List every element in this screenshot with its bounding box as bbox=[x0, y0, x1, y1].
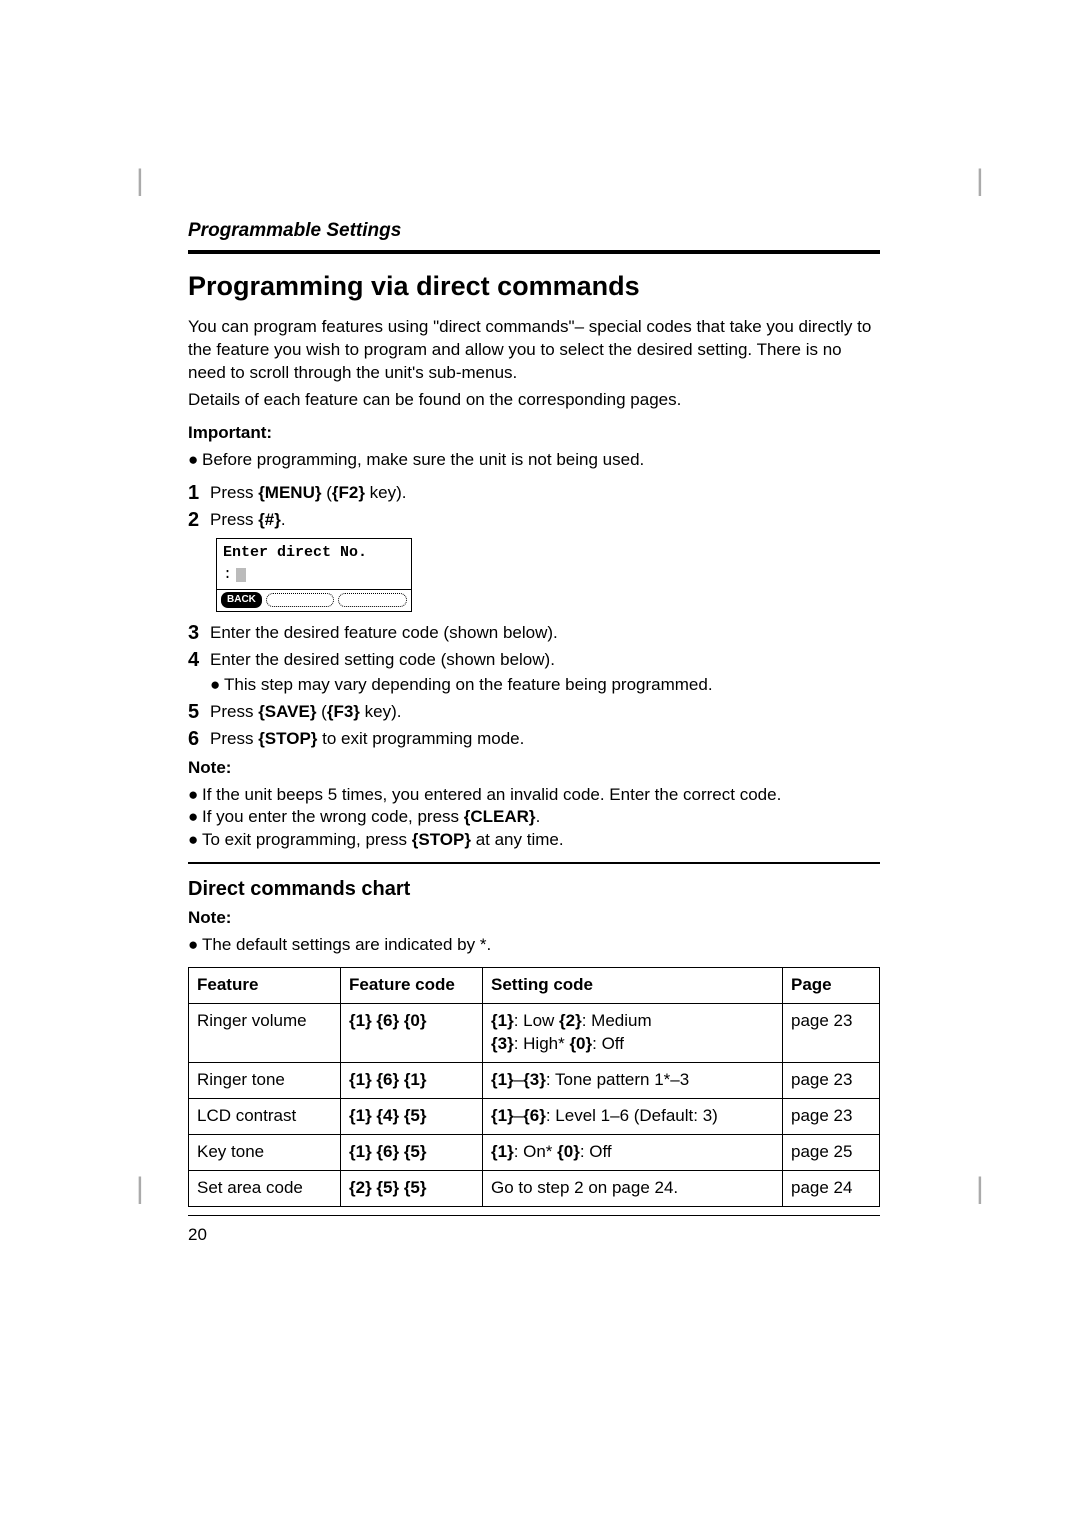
crop-mark: | bbox=[136, 166, 146, 196]
cell-feature-code: {1} {6} {5} bbox=[341, 1134, 483, 1170]
lcd-line1: Enter direct No. bbox=[217, 539, 411, 565]
step: 5 Press {SAVE} ({F3} key). bbox=[188, 701, 880, 724]
cell-page: page 23 bbox=[783, 1063, 880, 1099]
crop-mark: | bbox=[976, 1174, 986, 1204]
th-page: Page bbox=[783, 968, 880, 1004]
th-setting-code: Setting code bbox=[483, 968, 783, 1004]
cell-feature-code: {1} {6} {0} bbox=[341, 1004, 483, 1063]
page-number: 20 bbox=[188, 1224, 880, 1247]
bullet-icon: ● bbox=[188, 449, 202, 472]
cursor-icon bbox=[236, 568, 246, 582]
cell-feature: Ringer tone bbox=[189, 1063, 341, 1099]
cell-setting-code: Go to step 2 on page 24. bbox=[483, 1170, 783, 1206]
rule bbox=[188, 862, 880, 864]
crop-mark: | bbox=[136, 1174, 146, 1204]
direct-commands-table: Feature Feature code Setting code Page R… bbox=[188, 967, 880, 1207]
cell-feature: Set area code bbox=[189, 1170, 341, 1206]
softkey-back: BACK bbox=[221, 592, 262, 608]
bullet-icon: ● bbox=[188, 934, 202, 957]
cell-feature-code: {2} {5} {5} bbox=[341, 1170, 483, 1206]
rule bbox=[188, 250, 880, 254]
manual-page: | | | | Programmable Settings Programmin… bbox=[0, 0, 1080, 1528]
cell-setting-code: {1}–{3}: Tone pattern 1*–3 bbox=[483, 1063, 783, 1099]
cell-setting-code: {1}: Low {2}: Medium{3}: High* {0}: Off bbox=[483, 1004, 783, 1063]
cell-setting-code: {1}–{6}: Level 1–6 (Default: 3) bbox=[483, 1098, 783, 1134]
intro-para: Details of each feature can be found on … bbox=[188, 389, 880, 412]
lcd-display: Enter direct No. : BACK bbox=[216, 538, 412, 612]
rule bbox=[188, 1215, 880, 1216]
important-list: ● Before programming, make sure the unit… bbox=[188, 449, 880, 472]
table-row: LCD contrast{1} {4} {5}{1}–{6}: Level 1–… bbox=[189, 1098, 880, 1134]
step: 3 Enter the desired feature code (shown … bbox=[188, 622, 880, 645]
table-row: Key tone{1} {6} {5}{1}: On* {0}: Offpage… bbox=[189, 1134, 880, 1170]
table-row: Ringer tone{1} {6} {1}{1}–{3}: Tone patt… bbox=[189, 1063, 880, 1099]
cell-page: page 23 bbox=[783, 1098, 880, 1134]
note-list: ● The default settings are indicated by … bbox=[188, 934, 880, 957]
cell-setting-code: {1}: On* {0}: Off bbox=[483, 1134, 783, 1170]
cell-feature-code: {1} {6} {1} bbox=[341, 1063, 483, 1099]
cell-feature: Key tone bbox=[189, 1134, 341, 1170]
crop-mark: | bbox=[976, 166, 986, 196]
cell-page: page 25 bbox=[783, 1134, 880, 1170]
step: 4 Enter the desired setting code (shown … bbox=[188, 649, 880, 697]
step: 6 Press {STOP} to exit programming mode. bbox=[188, 728, 880, 751]
lcd-colon: : bbox=[223, 565, 232, 585]
table-row: Ringer volume{1} {6} {0}{1}: Low {2}: Me… bbox=[189, 1004, 880, 1063]
chart-heading: Direct commands chart bbox=[188, 876, 880, 903]
note-label: Note: bbox=[188, 757, 880, 780]
important-item: Before programming, make sure the unit i… bbox=[202, 449, 644, 472]
bullet-icon: ● bbox=[188, 806, 202, 829]
page-title: Programming via direct commands bbox=[188, 268, 880, 304]
note-list: ● If the unit beeps 5 times, you entered… bbox=[188, 784, 880, 853]
cell-feature: LCD contrast bbox=[189, 1098, 341, 1134]
bullet-icon: ● bbox=[188, 784, 202, 807]
softkey-empty bbox=[338, 593, 407, 607]
th-feature-code: Feature code bbox=[341, 968, 483, 1004]
cell-feature: Ringer volume bbox=[189, 1004, 341, 1063]
table-row: Set area code{2} {5} {5}Go to step 2 on … bbox=[189, 1170, 880, 1206]
softkey-empty bbox=[266, 593, 335, 607]
section-header: Programmable Settings bbox=[188, 218, 880, 244]
note-label: Note: bbox=[188, 907, 880, 930]
cell-page: page 24 bbox=[783, 1170, 880, 1206]
step: 1 Press {MENU} ({F2} key). bbox=[188, 482, 880, 505]
intro-para: You can program features using "direct c… bbox=[188, 316, 880, 385]
th-feature: Feature bbox=[189, 968, 341, 1004]
bullet-icon: ● bbox=[210, 674, 224, 697]
cell-page: page 23 bbox=[783, 1004, 880, 1063]
steps-list: 1 Press {MENU} ({F2} key). 2 Press {#}. … bbox=[188, 482, 880, 751]
cell-feature-code: {1} {4} {5} bbox=[341, 1098, 483, 1134]
bullet-icon: ● bbox=[188, 829, 202, 852]
step: 2 Press {#}. bbox=[188, 509, 880, 532]
important-label: Important: bbox=[188, 422, 880, 445]
